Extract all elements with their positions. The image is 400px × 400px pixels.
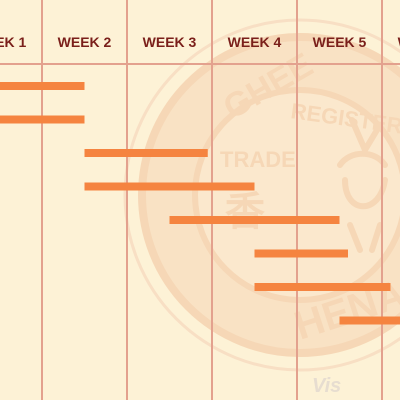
week-header-2: WEEK 2 — [58, 34, 112, 50]
gridlines — [41, 0, 383, 400]
seal-chinese-char: 香 — [225, 190, 265, 234]
task-bar-1 — [0, 82, 85, 90]
task-bar-5 — [169, 216, 340, 224]
task-bar-6 — [254, 249, 348, 258]
week-header-6: WEEK 6 — [398, 34, 400, 50]
seal-left-text: TRADE — [220, 147, 296, 172]
week-headers: WEEK 1 WEEK 2 WEEK 3 WEEK 4 WEEK 5 WEEK 6 — [0, 34, 400, 50]
week-header-4: WEEK 4 — [228, 34, 282, 50]
seal-outer-ring — [123, 18, 400, 372]
week-header-3: WEEK 3 — [143, 34, 197, 50]
task-bar-7 — [254, 283, 391, 291]
task-bar-8 — [339, 316, 400, 325]
week-header-1: WEEK 1 — [0, 34, 27, 50]
task-bar-2 — [0, 115, 85, 124]
watermark-seal: GHEE REGISTERED TRADE 香 HENAN — [123, 18, 400, 372]
site-logo-watermark: Vis — [312, 375, 341, 397]
task-bars — [0, 82, 400, 325]
task-bar-3 — [84, 149, 208, 157]
task-bar-4 — [84, 182, 255, 191]
week-header-5: WEEK 5 — [313, 34, 367, 50]
